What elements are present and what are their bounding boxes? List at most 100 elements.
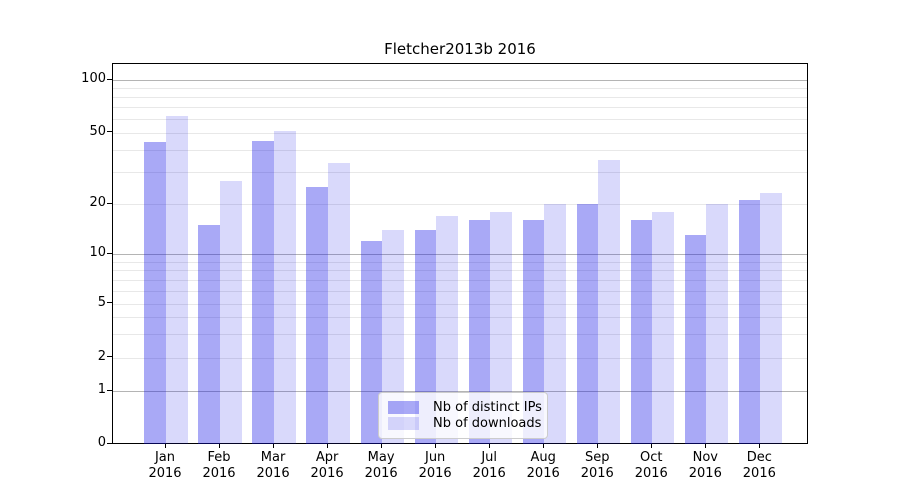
x-tick-label-sep: Sep 2016	[562, 450, 632, 482]
bar-ips-aug	[522, 220, 545, 445]
y-tick-label-2: 2	[97, 348, 106, 364]
x-tick-year: 2016	[148, 466, 182, 481]
bar-ips-apr	[306, 186, 329, 445]
x-tick-label-nov: Nov 2016	[670, 450, 740, 482]
legend-swatch-downloads	[388, 417, 419, 430]
x-tick-month: Feb	[207, 450, 231, 465]
bar-downloads-oct	[652, 211, 674, 445]
x-tick-month: Apr	[315, 450, 339, 465]
x-tick-label-aug: Aug 2016	[508, 450, 578, 482]
bar-downloads-mar	[274, 131, 296, 445]
bar-ips-nov	[684, 235, 707, 445]
bar-ips-mar	[252, 140, 275, 445]
x-tick-label-mar: Mar 2016	[238, 450, 308, 482]
y-tick-mark-2	[107, 356, 112, 358]
bar-ips-oct	[630, 220, 653, 445]
gridline-3	[113, 333, 807, 335]
chart-title: Fletcher2013b 2016	[384, 40, 536, 58]
gridline-20	[113, 204, 807, 205]
x-tick-label-feb: Feb 2016	[184, 450, 254, 482]
legend-row-ips: Nb of distinct IPs	[388, 400, 542, 415]
gridline-4	[113, 316, 807, 318]
x-tick-month: Jan	[154, 450, 176, 465]
x-tick-mark-sep	[596, 444, 598, 448]
x-tick-month: Mar	[260, 450, 286, 465]
gridline-40	[113, 149, 807, 151]
gridline-30	[113, 172, 807, 174]
gridline-70	[113, 107, 807, 109]
bar-ips-jul	[468, 220, 491, 445]
x-tick-year: 2016	[310, 466, 344, 481]
x-tick-year: 2016	[526, 466, 560, 481]
y-tick-label-0: 0	[97, 435, 106, 451]
bar-downloads-jul	[490, 211, 512, 445]
x-tick-label-jul: Jul 2016	[454, 450, 524, 482]
y-tick-mark-10	[107, 252, 112, 254]
bar-downloads-dec	[760, 193, 782, 445]
gridline-5	[113, 303, 807, 305]
x-tick-label-jun: Jun 2016	[400, 450, 470, 482]
y-tick-mark-5	[107, 302, 112, 304]
y-tick-label-100: 100	[81, 71, 106, 87]
y-tick-mark-50	[107, 131, 112, 133]
gridline-7	[113, 279, 807, 281]
x-tick-month: Oct	[640, 450, 663, 465]
gridline-8	[113, 269, 807, 271]
x-tick-label-dec: Dec 2016	[724, 450, 794, 482]
bar-ips-jun	[414, 229, 437, 445]
bar-downloads-aug	[544, 204, 566, 445]
legend-row-downloads: Nb of downloads	[388, 416, 542, 431]
gridline-6	[113, 290, 807, 292]
legend: Nb of distinct IPs Nb of downloads	[378, 392, 548, 439]
gridline-50	[113, 132, 807, 134]
gridline-100	[113, 80, 807, 82]
bar-downloads-jun	[436, 215, 458, 445]
x-tick-mark-nov	[704, 444, 706, 448]
x-tick-label-may: May 2016	[346, 450, 416, 482]
x-tick-mark-feb	[218, 444, 220, 448]
x-tick-mark-may	[380, 444, 382, 448]
legend-label-ips: Nb of distinct IPs	[433, 400, 542, 415]
x-tick-month: May	[367, 450, 395, 465]
x-tick-label-oct: Oct 2016	[616, 450, 686, 482]
bar-ips-jan	[144, 142, 166, 445]
x-tick-month: Dec	[746, 450, 772, 465]
y-tick-mark-20	[107, 202, 112, 204]
gridline-1	[113, 391, 807, 392]
x-tick-year: 2016	[256, 466, 290, 481]
legend-label-downloads: Nb of downloads	[433, 416, 542, 431]
y-tick-label-10: 10	[89, 245, 106, 260]
bar-ips-sep	[576, 204, 599, 445]
bar-downloads-may	[382, 229, 404, 445]
x-tick-year: 2016	[688, 466, 722, 481]
y-tick-label-20: 20	[89, 195, 106, 210]
bar-ips-dec	[738, 200, 761, 445]
x-tick-year: 2016	[364, 466, 398, 481]
x-tick-mark-dec	[758, 444, 761, 448]
x-tick-mark-jan	[164, 444, 166, 448]
bar-downloads-jan	[166, 116, 188, 445]
x-tick-year: 2016	[634, 466, 668, 481]
x-tick-month: Sep	[584, 450, 610, 465]
x-tick-label-jan: Jan 2016	[130, 450, 200, 482]
x-tick-year: 2016	[202, 466, 236, 481]
x-tick-mark-oct	[650, 444, 652, 448]
gridline-80	[113, 97, 807, 99]
x-tick-mark-mar	[272, 444, 274, 448]
y-tick-label-1: 1	[97, 382, 106, 397]
x-tick-month: Jul	[481, 450, 498, 465]
gridline-2	[113, 357, 807, 359]
x-tick-year: 2016	[742, 466, 776, 481]
x-tick-year: 2016	[472, 466, 506, 481]
x-tick-mark-apr	[326, 444, 328, 448]
x-tick-month: Nov	[692, 450, 718, 465]
y-tick-mark-100	[107, 78, 112, 80]
x-tick-month: Aug	[530, 450, 556, 465]
x-tick-mark-jul	[488, 444, 490, 448]
y-tick-mark-0	[107, 442, 112, 444]
y-tick-label-50: 50	[89, 123, 106, 139]
bar-downloads-sep	[598, 160, 620, 445]
x-tick-year: 2016	[418, 466, 452, 481]
bar-downloads-nov	[706, 204, 728, 445]
x-tick-month: Jun	[424, 450, 446, 465]
